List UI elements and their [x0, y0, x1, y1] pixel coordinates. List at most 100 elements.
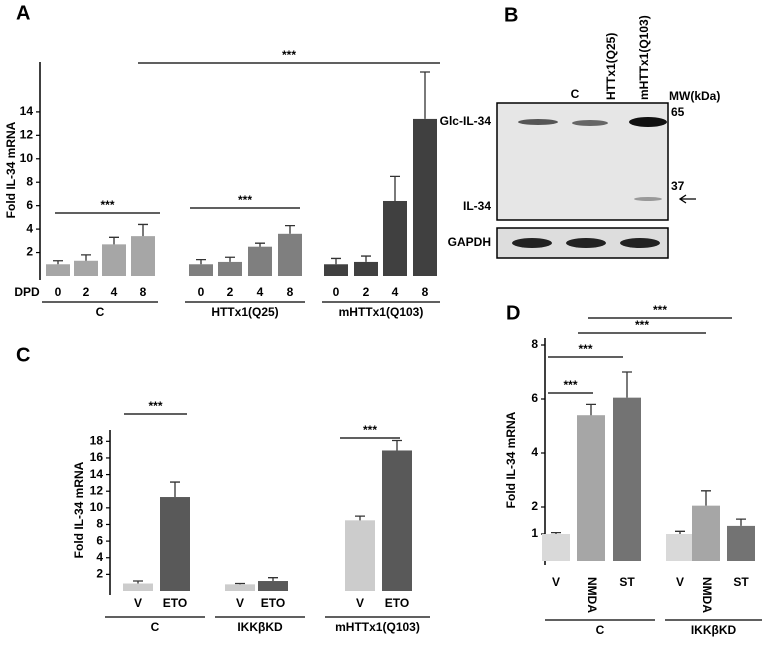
lane-label: mHTTx1(Q103)	[637, 15, 651, 100]
error-bar	[392, 439, 402, 451]
bar	[123, 583, 153, 591]
bar	[218, 261, 242, 276]
bar	[666, 534, 694, 561]
mw-title: MW(kDa)	[669, 89, 720, 103]
arrow	[678, 194, 696, 204]
bar	[189, 264, 213, 276]
x-tick-label: V	[676, 575, 684, 589]
error-bar	[622, 371, 632, 398]
band-label: Glc-IL-34	[440, 114, 492, 128]
error-bar	[109, 236, 119, 245]
significance-label: ***	[653, 303, 667, 317]
y-tick-label: 8	[26, 174, 33, 188]
significance-label: ***	[100, 198, 114, 212]
y-tick-label: 2	[26, 245, 33, 259]
bar	[278, 233, 302, 276]
bar	[692, 505, 720, 561]
x-tick-label: ETO	[261, 596, 285, 610]
group-label: mHTTx1(Q103)	[335, 620, 420, 634]
y-tick-label: 10	[90, 500, 104, 514]
error-bar	[736, 518, 746, 526]
group-label: C	[151, 620, 160, 634]
group-label: mHTTx1(Q103)	[339, 305, 424, 319]
bar	[613, 397, 641, 561]
error-bar	[170, 481, 180, 498]
band	[566, 238, 606, 248]
panel-label: B	[504, 4, 518, 26]
x-tick-label: 4	[392, 285, 399, 299]
x-axis-label: DPD	[14, 285, 40, 299]
band	[572, 120, 608, 126]
y-axis-label: Fold IL-34 mRNA	[72, 461, 86, 558]
error-bar	[133, 580, 143, 584]
y-tick-label: 14	[20, 104, 34, 118]
error-bar	[551, 532, 561, 534]
group-label: C	[96, 305, 105, 319]
y-axis-label: Fold IL-34 mRNA	[4, 121, 18, 218]
x-tick-label: 2	[83, 285, 90, 299]
x-tick-label: ST	[733, 575, 749, 589]
band-label: IL-34	[463, 199, 491, 213]
y-tick-label: 4	[26, 221, 33, 235]
y-tick-label: 10	[20, 151, 34, 165]
x-tick-label: 8	[422, 285, 429, 299]
bar	[542, 534, 570, 561]
band-label: GAPDH	[448, 235, 491, 249]
error-bar	[225, 256, 235, 262]
y-tick-label: 16	[90, 450, 104, 464]
bar	[413, 118, 437, 276]
significance-label: ***	[635, 318, 649, 332]
bar	[354, 261, 378, 276]
band	[512, 238, 552, 248]
x-tick-label: NMDA	[585, 577, 599, 613]
band	[634, 197, 662, 201]
significance-label: ***	[363, 423, 377, 437]
y-tick-label: 18	[90, 433, 104, 447]
bar	[102, 244, 126, 276]
error-bar	[361, 255, 371, 262]
y-tick-label: 8	[96, 517, 103, 531]
band	[620, 238, 660, 248]
bar	[248, 246, 272, 276]
group-label: HTTx1(Q25)	[211, 305, 278, 319]
x-tick-label: 0	[333, 285, 340, 299]
x-tick-label: 2	[227, 285, 234, 299]
x-tick-label: V	[552, 575, 560, 589]
bar	[382, 450, 412, 591]
bar	[131, 236, 155, 276]
panel-label: D	[506, 302, 520, 324]
bar	[324, 264, 348, 276]
bar	[383, 200, 407, 276]
y-tick-label: 6	[531, 391, 538, 405]
x-tick-label: 4	[257, 285, 264, 299]
error-bar	[235, 582, 245, 585]
error-bar	[53, 260, 63, 265]
y-tick-label: 2	[531, 499, 538, 513]
band	[518, 119, 558, 125]
error-bar	[701, 490, 711, 506]
error-bar	[268, 577, 278, 582]
bar	[74, 260, 98, 276]
x-tick-label: 0	[198, 285, 205, 299]
y-tick-label: 6	[26, 198, 33, 212]
bar	[258, 581, 288, 591]
error-bar	[255, 242, 265, 247]
group-label: IKKβKD	[237, 620, 283, 634]
bar	[727, 525, 755, 561]
error-bar	[81, 254, 91, 261]
mw-label: 37	[671, 179, 685, 193]
significance-label: ***	[238, 193, 252, 207]
x-tick-label: V	[236, 596, 244, 610]
x-tick-label: ETO	[385, 596, 409, 610]
x-tick-label: 2	[363, 285, 370, 299]
x-tick-label: ST	[619, 575, 635, 589]
error-bar	[285, 224, 295, 234]
y-tick-label: 12	[90, 483, 104, 497]
y-tick-label: 4	[96, 550, 103, 564]
bar	[225, 584, 255, 591]
bar	[345, 520, 375, 591]
significance-label: ***	[282, 48, 296, 62]
x-tick-label: V	[134, 596, 142, 610]
error-bar	[355, 515, 365, 521]
